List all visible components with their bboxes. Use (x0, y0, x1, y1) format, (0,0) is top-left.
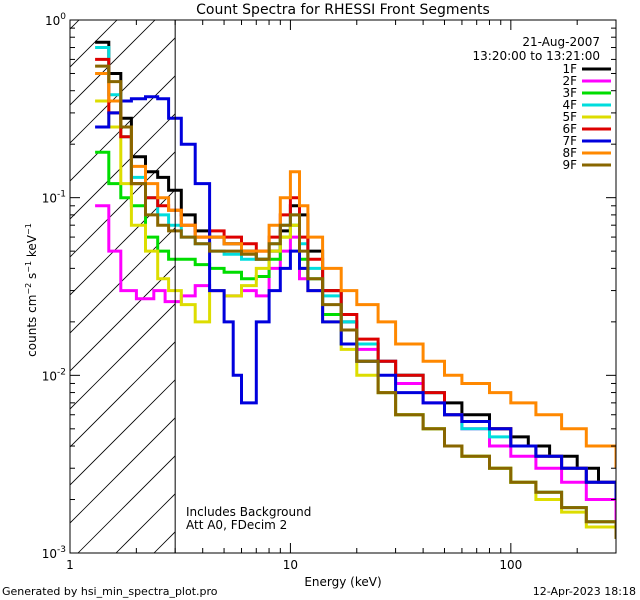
chart-title: Count Spectra for RHESSI Front Segments (196, 2, 490, 18)
legend-label-1F: 1F (562, 62, 577, 76)
series-7F (95, 95, 616, 500)
hatch-line (70, 379, 176, 486)
y-axis-label: counts cm−2 s−1 keV−1 (24, 223, 39, 357)
hatch-line (70, 227, 176, 334)
excluded-region-hatch (70, 20, 176, 553)
annotation-attenuator: Att A0, FDecim 2 (186, 518, 287, 532)
y-tick-label: 100 (45, 12, 66, 28)
hatch-line (70, 151, 176, 258)
legend-label-6F: 6F (562, 122, 577, 136)
time-range-label: 13:20:00 to 13:21:00 (473, 49, 600, 63)
x-tick-label: 100 (499, 558, 522, 572)
y-tick-label: 10-3 (42, 545, 66, 561)
hatch-line (70, 20, 118, 68)
axis-ticks (69, 20, 617, 554)
legend-label-4F: 4F (562, 98, 577, 112)
legend-label-5F: 5F (562, 110, 577, 124)
legend-label-8F: 8F (562, 146, 577, 160)
generated-by-label: Generated by hsi_min_spectra_plot.pro (2, 585, 218, 598)
legend-label-9F: 9F (562, 158, 577, 172)
legend-label-3F: 3F (562, 86, 577, 100)
hatch-line (70, 417, 176, 524)
x-axis-label: Energy (keV) (304, 575, 381, 589)
x-tick-label: 1 (66, 558, 74, 572)
series-group (95, 40, 616, 539)
x-tick-labels: 1 10 100 (66, 558, 522, 572)
y-tick-labels: 100 10-1 10-2 10-3 (42, 12, 67, 561)
x-tick-label: 10 (283, 558, 298, 572)
legend-label-7F: 7F (562, 134, 577, 148)
hatch-line (70, 189, 176, 296)
hatch-line (70, 20, 156, 106)
y-tick-label: 10-1 (42, 190, 66, 206)
series-9F (95, 64, 616, 539)
y-tick-label: 10-2 (42, 367, 66, 383)
legend-label-2F: 2F (562, 74, 577, 88)
timestamp-label: 12-Apr-2023 18:18 (532, 585, 636, 598)
series-2F (95, 204, 616, 522)
series-8F (95, 72, 616, 469)
annotation-background: Includes Background (186, 505, 311, 519)
plot-frame (69, 19, 617, 554)
hatch-line (70, 37, 176, 144)
date-label: 21-Aug-2007 (522, 35, 600, 49)
